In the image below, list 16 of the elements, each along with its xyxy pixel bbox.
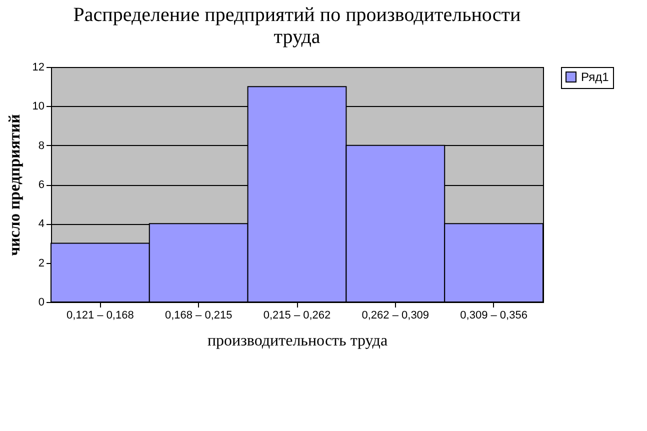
- y-axis-title: число предприятий: [6, 114, 24, 256]
- x-axis-title: производительность труда: [207, 332, 388, 350]
- x-tick-label: 0,168 – 0,215: [164, 310, 232, 322]
- y-tick-label: 10: [32, 100, 44, 113]
- y-tick-label: 6: [38, 179, 44, 191]
- chart-title: Распределение предприятий по производительности труда: [73, 4, 522, 48]
- y-tick-label: 8: [38, 140, 44, 152]
- x-tick-label: 0,121 – 0,168: [66, 310, 134, 322]
- x-tick-label: 0,215 – 0,262: [263, 310, 331, 322]
- y-tick-label: 12: [32, 62, 44, 74]
- x-tick-label: 0,309 – 0,356: [460, 310, 528, 322]
- legend-label: Ряд1: [581, 70, 610, 84]
- y-tick-label: 4: [38, 218, 44, 230]
- y-tick-label: 2: [38, 257, 44, 270]
- x-tick-label: 0,262 – 0,309: [362, 310, 430, 322]
- y-tick-label: 0: [38, 296, 44, 308]
